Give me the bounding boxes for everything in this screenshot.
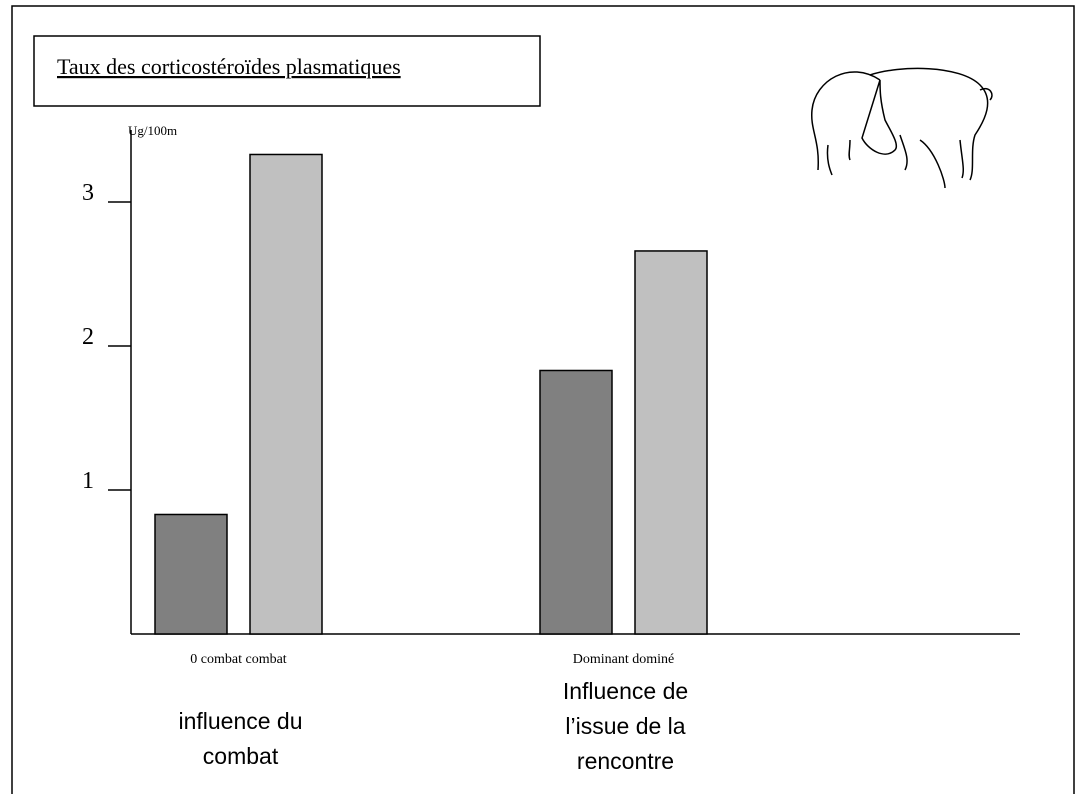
group-caption: l’issue de la <box>565 713 685 739</box>
chart-title: Taux des corticostéroïdes plasmatiques <box>57 54 401 79</box>
y-axis-label: Ug/100m <box>128 123 177 138</box>
y-tick-label: 2 <box>82 324 94 350</box>
group-caption: influence du <box>178 708 302 734</box>
bar <box>155 514 227 634</box>
group-caption: Influence de <box>563 678 688 704</box>
chart: Taux des corticostéroïdes plasmatiques U… <box>0 0 1085 794</box>
pig-illustration <box>812 68 992 188</box>
group-caption: combat <box>203 743 279 769</box>
bar <box>540 370 612 634</box>
captions: influence du combat Influence de l’issue de… <box>178 678 688 774</box>
bar <box>635 251 707 634</box>
x-tick-label: 0 combat combat <box>190 652 287 667</box>
x-tick-label: Dominant dominé <box>573 652 675 667</box>
y-tick-label: 3 <box>82 180 94 206</box>
bar <box>250 154 322 634</box>
group-caption: rencontre <box>577 748 674 774</box>
y-tick-label: 1 <box>82 468 94 494</box>
